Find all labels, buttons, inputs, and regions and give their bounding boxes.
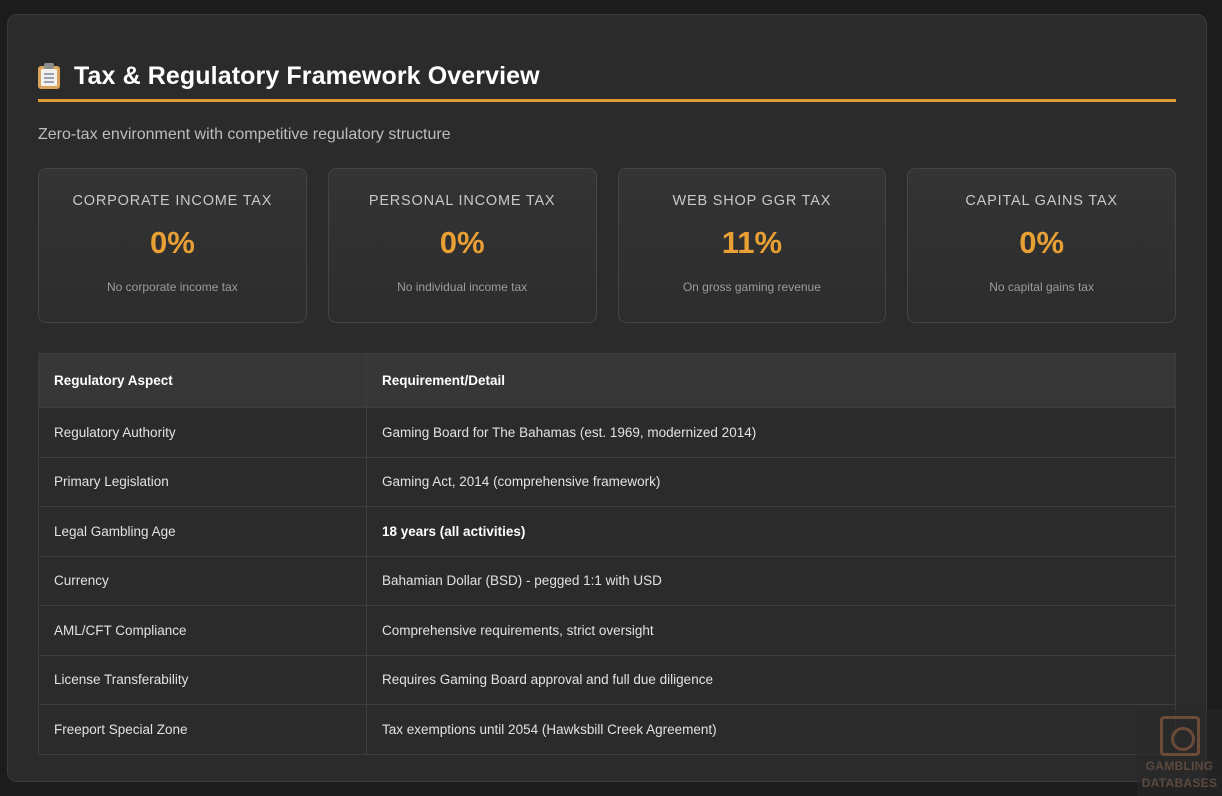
card-description: On gross gaming revenue: [682, 280, 821, 294]
watermark-text-line1: GAMBLING: [1145, 759, 1214, 773]
row-aspect: Primary Legislation: [38, 456, 367, 507]
table-header-row: Regulatory Aspect Requirement/Detail: [38, 353, 1176, 408]
column-header-detail: Requirement/Detail: [366, 353, 1176, 408]
watermark-text-line2: DATABASES: [1141, 776, 1218, 790]
card-label: CORPORATE INCOME TAX: [72, 193, 273, 209]
page-title: Tax & Regulatory Framework Overview: [74, 61, 540, 90]
table-row: Freeport Special Zone Tax exemptions unt…: [38, 704, 1176, 755]
card-description: No individual income tax: [397, 280, 528, 294]
card-value: 11%: [721, 225, 783, 260]
page-subtitle: Zero-tax environment with competitive re…: [38, 126, 451, 143]
title-divider: [38, 99, 1176, 102]
table-row: AML/CFT Compliance Comprehensive require…: [38, 605, 1176, 656]
row-aspect: License Transferability: [38, 654, 367, 705]
regulatory-table: Regulatory Aspect Requirement/Detail Reg…: [38, 353, 1176, 755]
card-value: 0%: [1019, 225, 1065, 260]
row-detail: Gaming Board for The Bahamas (est. 1969,…: [366, 407, 1176, 458]
panel-header: Tax & Regulatory Framework Overview: [38, 51, 1176, 101]
row-detail: Comprehensive requirements, strict overs…: [366, 605, 1176, 656]
card-description: No corporate income tax: [107, 280, 238, 294]
clipboard-icon: [38, 63, 60, 89]
watermark-logo: GAMBLING DATABASES: [1137, 710, 1222, 796]
card-value: 0%: [439, 225, 485, 260]
tax-cards: CORPORATE INCOME TAX 0% No corporate inc…: [38, 168, 1176, 323]
tax-card-corporate: CORPORATE INCOME TAX 0% No corporate inc…: [38, 168, 307, 323]
card-label: CAPITAL GAINS TAX: [965, 193, 1118, 209]
row-aspect: Regulatory Authority: [38, 407, 367, 458]
casino-chip-icon: [1159, 716, 1200, 756]
row-detail: 18 years (all activities): [366, 506, 1176, 557]
row-detail: Bahamian Dollar (BSD) - pegged 1:1 with …: [366, 555, 1176, 606]
tax-card-webshop-ggr: WEB SHOP GGR TAX 11% On gross gaming rev…: [617, 168, 887, 323]
card-value: 0%: [149, 225, 195, 260]
table-row: Regulatory Authority Gaming Board for Th…: [38, 407, 1176, 458]
row-detail: Gaming Act, 2014 (comprehensive framewor…: [366, 456, 1176, 507]
row-aspect: Legal Gambling Age: [38, 506, 367, 557]
row-aspect: AML/CFT Compliance: [38, 605, 367, 656]
tax-card-capital-gains: CAPITAL GAINS TAX 0% No capital gains ta…: [907, 168, 1176, 323]
row-detail: Tax exemptions until 2054 (Hawksbill Cre…: [366, 704, 1176, 755]
card-label: PERSONAL INCOME TAX: [368, 193, 556, 209]
row-aspect: Freeport Special Zone: [38, 704, 367, 755]
card-label: WEB SHOP GGR TAX: [672, 193, 832, 209]
table-row: Currency Bahamian Dollar (BSD) - pegged …: [38, 555, 1176, 606]
overview-panel: Tax & Regulatory Framework Overview Zero…: [7, 14, 1207, 782]
table-row: Legal Gambling Age 18 years (all activit…: [38, 506, 1176, 557]
row-detail: Requires Gaming Board approval and full …: [366, 654, 1176, 705]
tax-card-personal: PERSONAL INCOME TAX 0% No individual inc…: [327, 168, 597, 323]
card-description: No capital gains tax: [989, 280, 1094, 294]
column-header-aspect: Regulatory Aspect: [38, 353, 367, 408]
table-row: Primary Legislation Gaming Act, 2014 (co…: [38, 456, 1176, 507]
row-aspect: Currency: [38, 555, 367, 606]
table-row: License Transferability Requires Gaming …: [38, 654, 1176, 705]
